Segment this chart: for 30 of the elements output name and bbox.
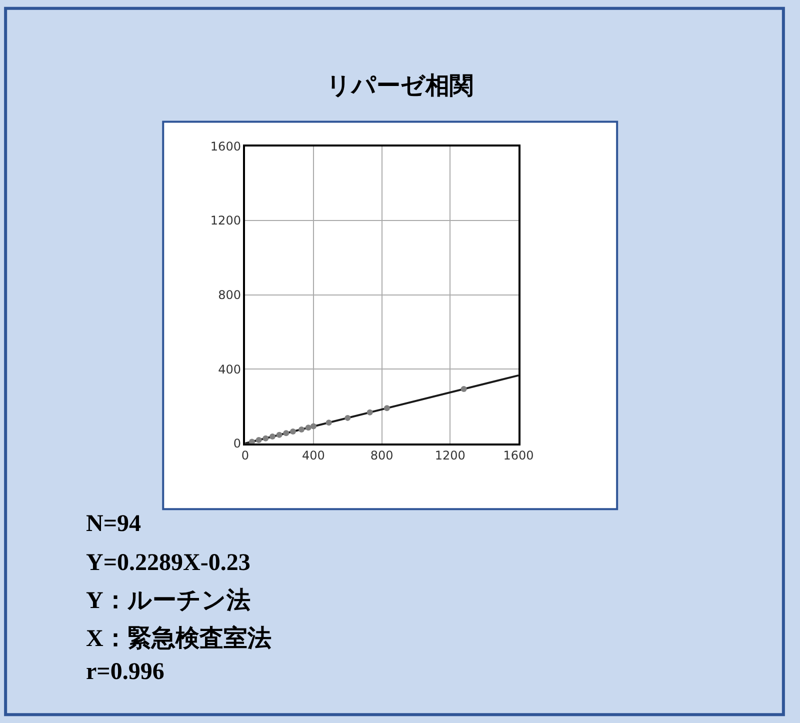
point (256, 437, 262, 444)
point (384, 405, 390, 412)
y-tick-label: 0 (233, 436, 241, 451)
text: N=94 (86, 511, 142, 537)
point (344, 414, 351, 421)
y-tick-label: 1200 (210, 214, 241, 228)
x-tick-label: 1200 (434, 448, 466, 463)
point (305, 424, 312, 431)
point (310, 423, 316, 430)
point (248, 438, 255, 444)
y-tick-label: 1600 (210, 139, 241, 154)
point (366, 409, 373, 416)
point (290, 428, 296, 434)
chart-title: リパーゼ相関 (326, 71, 474, 100)
point (326, 420, 332, 426)
point (460, 386, 467, 392)
text: r=0.996 (86, 659, 164, 685)
y-tick-label: 800 (218, 288, 241, 302)
point (262, 435, 269, 442)
point (283, 430, 290, 436)
text: X：緊急検査室法 (86, 624, 272, 652)
x-tick-label: 800 (370, 448, 394, 463)
point (298, 426, 305, 432)
point (269, 434, 276, 440)
y-tick-label: 400 (218, 362, 241, 376)
x-tick-label: 400 (302, 448, 325, 463)
text: Y：ルーチン法 (86, 587, 250, 614)
x-tick-label: 1600 (503, 448, 534, 463)
point (276, 432, 282, 438)
text: Y=0.2289X-0.23 (86, 550, 250, 576)
